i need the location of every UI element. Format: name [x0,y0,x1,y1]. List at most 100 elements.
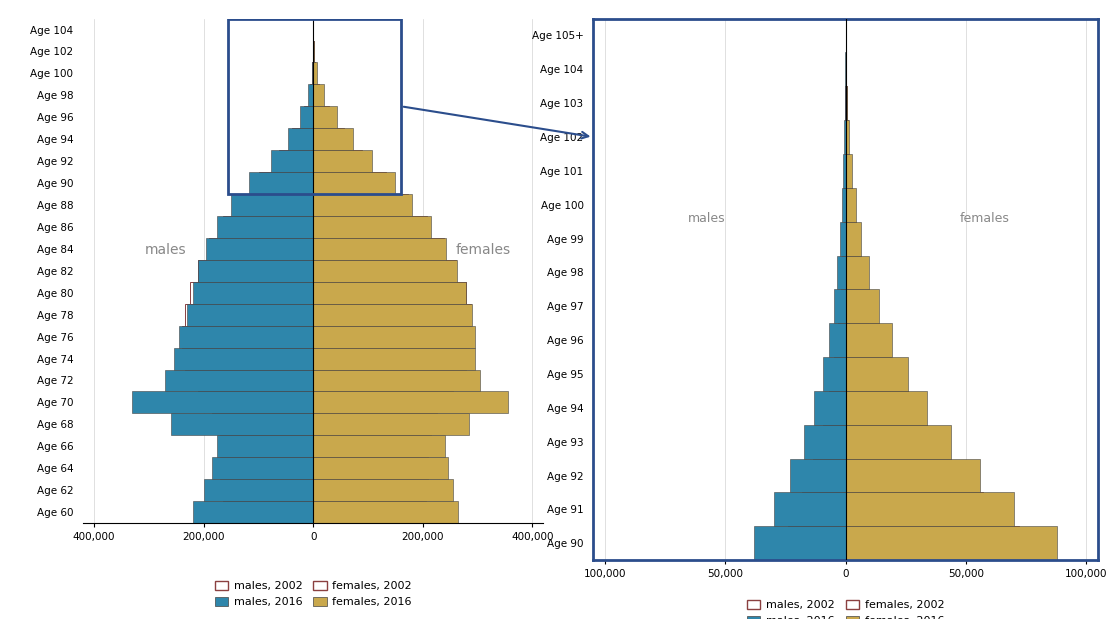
Bar [179,326,313,348]
Bar [217,435,313,457]
Bar [834,357,846,391]
Bar [754,526,846,560]
Bar [313,501,458,523]
Bar [840,222,846,256]
Bar [313,413,469,435]
Bar [313,238,444,260]
Bar [846,526,1057,560]
Bar [313,370,452,391]
Text: females: females [960,212,1010,225]
Bar [293,128,313,150]
Bar [843,154,846,188]
Bar [846,256,862,289]
Bar [846,391,927,425]
Bar [313,457,428,479]
Bar [312,63,313,84]
Bar [221,413,313,435]
Bar [313,304,472,326]
Bar [301,106,313,128]
Bar [313,501,423,523]
Bar [843,256,846,289]
Bar [313,194,411,216]
Bar [313,63,315,84]
Bar [787,526,846,560]
Bar [313,238,446,260]
Bar [774,493,846,526]
Bar [313,282,466,304]
Bar [313,391,437,413]
Bar [313,457,448,479]
Bar [846,323,893,357]
Bar [823,425,846,459]
Bar [193,282,313,304]
Bar [308,84,313,106]
Bar [846,493,983,526]
Bar [313,413,431,435]
Bar [814,391,846,425]
Bar [311,84,313,106]
Bar [828,323,846,357]
Bar [846,86,847,120]
Text: females: females [456,243,511,257]
Bar [206,238,313,260]
Bar [248,172,313,194]
Bar [199,260,313,282]
Bar [193,501,313,523]
Bar [199,370,313,391]
Bar [846,493,1014,526]
Bar [313,435,428,457]
Bar [846,425,952,459]
Bar [258,172,313,194]
Bar [313,370,480,391]
Bar [313,216,427,238]
Bar [813,459,846,493]
Bar [187,304,313,326]
Bar [846,188,852,222]
Bar [313,326,475,348]
Bar [313,194,407,216]
Bar [223,479,313,501]
Bar [846,357,908,391]
Bar [240,194,313,216]
Bar [846,154,852,188]
Bar [844,188,846,222]
Bar [313,172,396,194]
Bar [846,289,879,323]
Bar [803,493,846,526]
Bar [313,435,445,457]
Bar [841,289,846,323]
Bar [834,289,846,323]
Bar [271,150,313,172]
Bar [846,323,878,357]
Bar [846,289,869,323]
Bar [313,479,426,501]
Bar [791,459,846,493]
Bar [313,348,466,370]
Bar [313,260,456,282]
Bar [846,391,908,425]
Bar [313,150,373,172]
Bar [313,282,466,304]
Bar [313,150,362,172]
Bar [212,391,313,413]
Bar [204,479,313,501]
Bar [313,128,353,150]
Bar [846,188,856,222]
Bar [313,304,471,326]
Bar [174,348,313,370]
Bar [313,128,344,150]
Bar [846,459,952,493]
Text: males: males [144,243,186,257]
Bar [823,357,846,391]
Bar [313,348,475,370]
Bar [846,222,856,256]
Bar [313,84,319,106]
Bar [846,425,927,459]
Bar [846,357,892,391]
Bar [846,459,980,493]
Bar [225,501,313,523]
Bar [190,282,313,304]
Bar [830,391,846,425]
Bar [837,256,846,289]
Bar [313,391,508,413]
